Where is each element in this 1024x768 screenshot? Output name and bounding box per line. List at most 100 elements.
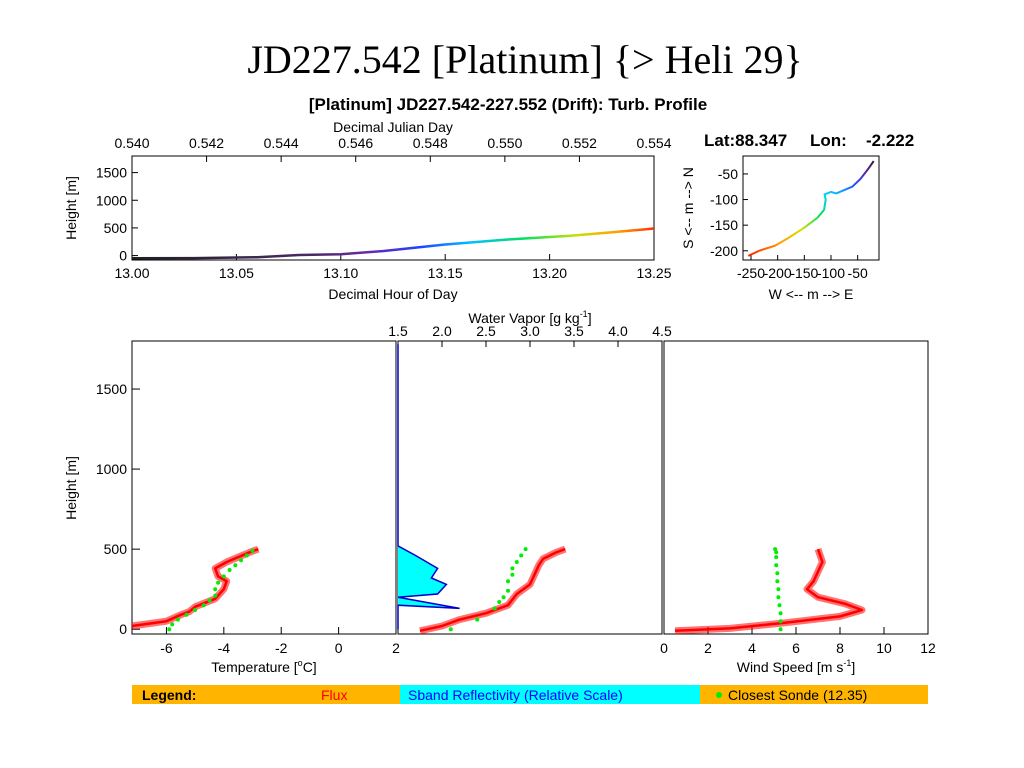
profile-ylabel: Height [m] <box>63 456 79 520</box>
sonde-point <box>167 627 172 632</box>
flux-line <box>131 547 259 628</box>
sonde-point <box>501 595 506 600</box>
wind-speed-frame <box>663 340 929 635</box>
profile-x-top-tick-label: 2.5 <box>476 323 496 339</box>
x-tick-label: 13.10 <box>323 265 358 281</box>
flux-line <box>674 548 864 633</box>
profile-y-tick-label: 500 <box>104 541 128 557</box>
sonde-point <box>506 588 510 593</box>
sonde-point <box>250 548 255 553</box>
sonde-point <box>774 563 779 568</box>
profile-x-tick-label: -6 <box>160 640 173 656</box>
sonde-point <box>778 619 783 624</box>
track-x-tick-label: -150 <box>790 265 818 281</box>
slide-title: JD227.542 [Platinum] {> Heli 29} <box>247 37 803 82</box>
track-x-tick-label: -250 <box>737 265 765 281</box>
x-top-tick-label: 0.552 <box>562 135 597 151</box>
profile-x-top-tick-label: 1.5 <box>388 323 408 339</box>
sonde-point <box>497 600 502 604</box>
temperature-frame <box>131 340 397 635</box>
x-tick-label: 13.00 <box>114 265 149 281</box>
legend-item-flux: Flux <box>321 687 347 703</box>
sonde-point <box>221 574 226 579</box>
x-tick-label: 13.05 <box>219 265 254 281</box>
sonde-point <box>778 611 783 616</box>
legend-item-sonde: Closest Sonde (12.35) <box>728 687 867 703</box>
profile-x-tick-label: 0 <box>660 640 668 656</box>
x-tick-label: 13.20 <box>532 265 567 281</box>
sonde-point <box>776 587 781 592</box>
track-y-tick-label: -50 <box>718 166 738 182</box>
profile-y-tick-label: 1000 <box>96 461 127 477</box>
sonde-point <box>774 555 779 560</box>
track-frame <box>742 155 880 261</box>
track-y-tick-label: -100 <box>710 192 738 208</box>
profile-x-tick-label: 10 <box>876 640 892 656</box>
sonde-point <box>244 553 249 558</box>
sonde-point <box>523 547 528 552</box>
x-tick-label: 13.25 <box>636 265 671 281</box>
track-y-tick-label: -150 <box>710 217 738 233</box>
x-top-tick-label: 0.554 <box>636 135 671 151</box>
sonde-point <box>519 553 524 558</box>
sonde-point <box>216 580 221 585</box>
figure-title: [Platinum] JD227.542-227.552 (Drift): Tu… <box>309 95 707 114</box>
timeseries-ylabel: Height [m] <box>63 176 79 240</box>
sonde-point <box>777 603 782 608</box>
profile-x-tick-label: 2 <box>704 640 712 656</box>
legend-label: Legend: <box>142 687 196 703</box>
temperature-xlabel: Temperature [oC] <box>211 658 316 675</box>
sonde-point <box>775 571 780 576</box>
sonde-point <box>201 603 206 608</box>
profile-x-top-tick-label: 4.5 <box>652 323 672 339</box>
sonde-point <box>170 622 175 627</box>
x-top-tick-label: 0.548 <box>413 135 448 151</box>
timeseries-top-xlabel: Decimal Julian Day <box>333 119 453 135</box>
x-top-tick-label: 0.544 <box>264 135 299 151</box>
flux-spread <box>674 547 866 635</box>
sonde-point <box>492 606 497 611</box>
y-tick-label: 1500 <box>96 165 127 181</box>
x-top-tick-label: 0.542 <box>189 135 224 151</box>
sonde-point <box>774 550 779 555</box>
flux-line <box>419 547 566 633</box>
y-tick-label: 500 <box>104 220 128 236</box>
profile-y-tick-label: 0 <box>119 621 127 637</box>
profile-x-tick-label: 6 <box>792 640 800 656</box>
legend-cyan-box <box>400 685 700 704</box>
lon-value: -2.222 <box>866 131 914 150</box>
sonde-point <box>207 598 212 603</box>
reflectivity-area <box>397 344 460 630</box>
sonde-point <box>213 593 218 598</box>
track-x-tick-label: -200 <box>764 265 792 281</box>
sonde-point <box>475 617 480 622</box>
profile-x-tick-label: 0 <box>335 640 343 656</box>
sonde-point <box>227 568 232 572</box>
lon-label: Lon: <box>810 131 847 150</box>
sonde-point <box>510 566 515 571</box>
profile-x-top-tick-label: 4.0 <box>608 323 628 339</box>
profile-x-tick-label: -4 <box>218 640 231 656</box>
sonde-point <box>773 547 778 552</box>
legend-item-reflectivity: Sband Reflectivity (Relative Scale) <box>408 687 623 703</box>
sonde-point <box>213 587 218 592</box>
x-top-tick-label: 0.540 <box>114 135 149 151</box>
x-top-tick-label: 0.550 <box>487 135 522 151</box>
sonde-point <box>239 558 243 563</box>
wind-speed-xlabel: Wind Speed [m s-1] <box>737 658 856 675</box>
profile-x-tick-label: 12 <box>920 640 936 656</box>
track-ylabel: S <-- m --> N <box>680 167 696 249</box>
sonde-point <box>448 627 453 632</box>
track-line <box>747 160 875 257</box>
profile-x-top-tick-label: 3.0 <box>520 323 540 339</box>
profile-x-tick-label: 8 <box>836 640 844 656</box>
sonde-point <box>510 572 515 577</box>
track-x-tick-label: -100 <box>817 265 845 281</box>
y-tick-label: 0 <box>119 248 127 264</box>
x-tick-label: 13.15 <box>428 265 463 281</box>
track-x-tick-label: -50 <box>848 265 868 281</box>
profile-x-top-tick-label: 2.0 <box>432 323 452 339</box>
sonde-point <box>514 560 519 564</box>
x-top-tick-label: 0.546 <box>338 135 373 151</box>
